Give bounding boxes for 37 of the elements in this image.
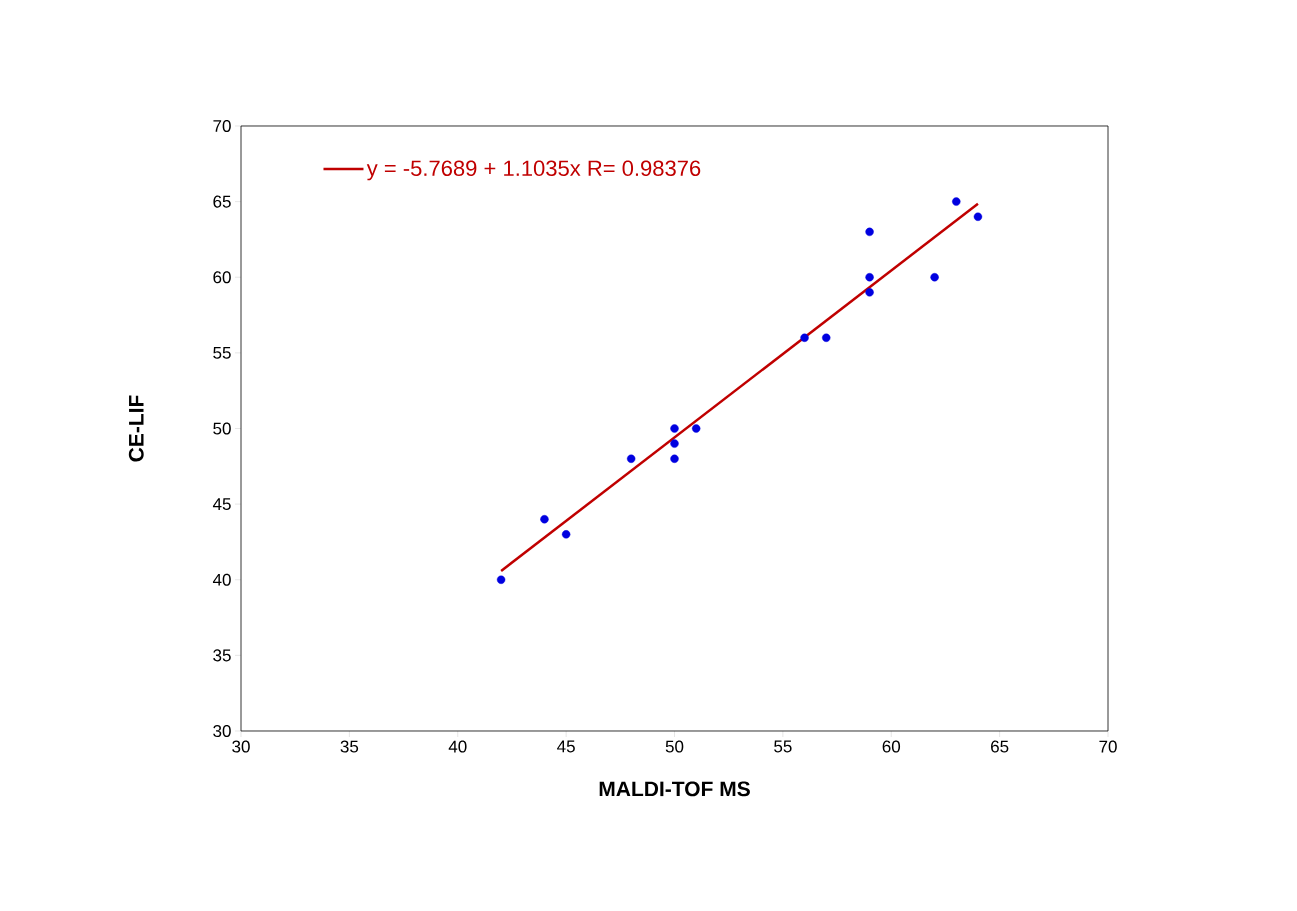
point xyxy=(626,454,636,463)
point xyxy=(561,530,571,539)
point xyxy=(865,273,874,282)
point xyxy=(800,333,809,342)
point xyxy=(670,424,679,433)
point xyxy=(670,454,679,463)
y-axis-title: CE-LIF xyxy=(128,395,144,462)
x-tick-label: 45 xyxy=(557,740,575,753)
legend-label: y = -5.7689 + 1.1035x R= 0.98376 xyxy=(366,160,701,181)
point xyxy=(691,424,701,433)
x-tick-label: 60 xyxy=(882,740,901,753)
point xyxy=(973,212,983,221)
x-tick-label: 30 xyxy=(232,740,250,753)
point xyxy=(952,197,961,206)
point xyxy=(865,227,874,237)
y-tick-label: 30 xyxy=(213,724,231,738)
y-tick-label: 65 xyxy=(213,195,231,208)
x-tick-label: 65 xyxy=(991,740,1009,753)
point xyxy=(822,333,831,342)
x-tick-label: 70 xyxy=(1099,740,1117,753)
x-tick-label: 35 xyxy=(340,740,359,753)
y-tick-label: 40 xyxy=(212,573,231,586)
y-tick-label: 50 xyxy=(213,422,231,435)
x-tick-label: 50 xyxy=(665,740,684,753)
x-tick-label: 40 xyxy=(448,740,467,753)
x-axis-title: MALDI-TOF MS xyxy=(599,781,750,797)
y-tick-label: 45 xyxy=(212,498,231,511)
point xyxy=(865,288,874,297)
point xyxy=(670,439,679,448)
y-tick-label: 70 xyxy=(213,119,231,133)
y-tick-label: 35 xyxy=(213,649,231,662)
y-tick-label: 60 xyxy=(213,271,231,284)
y-tick-label: 55 xyxy=(213,346,231,359)
x-tick-label: 55 xyxy=(774,740,792,753)
point xyxy=(930,273,939,282)
point xyxy=(540,515,549,524)
point xyxy=(496,575,506,584)
